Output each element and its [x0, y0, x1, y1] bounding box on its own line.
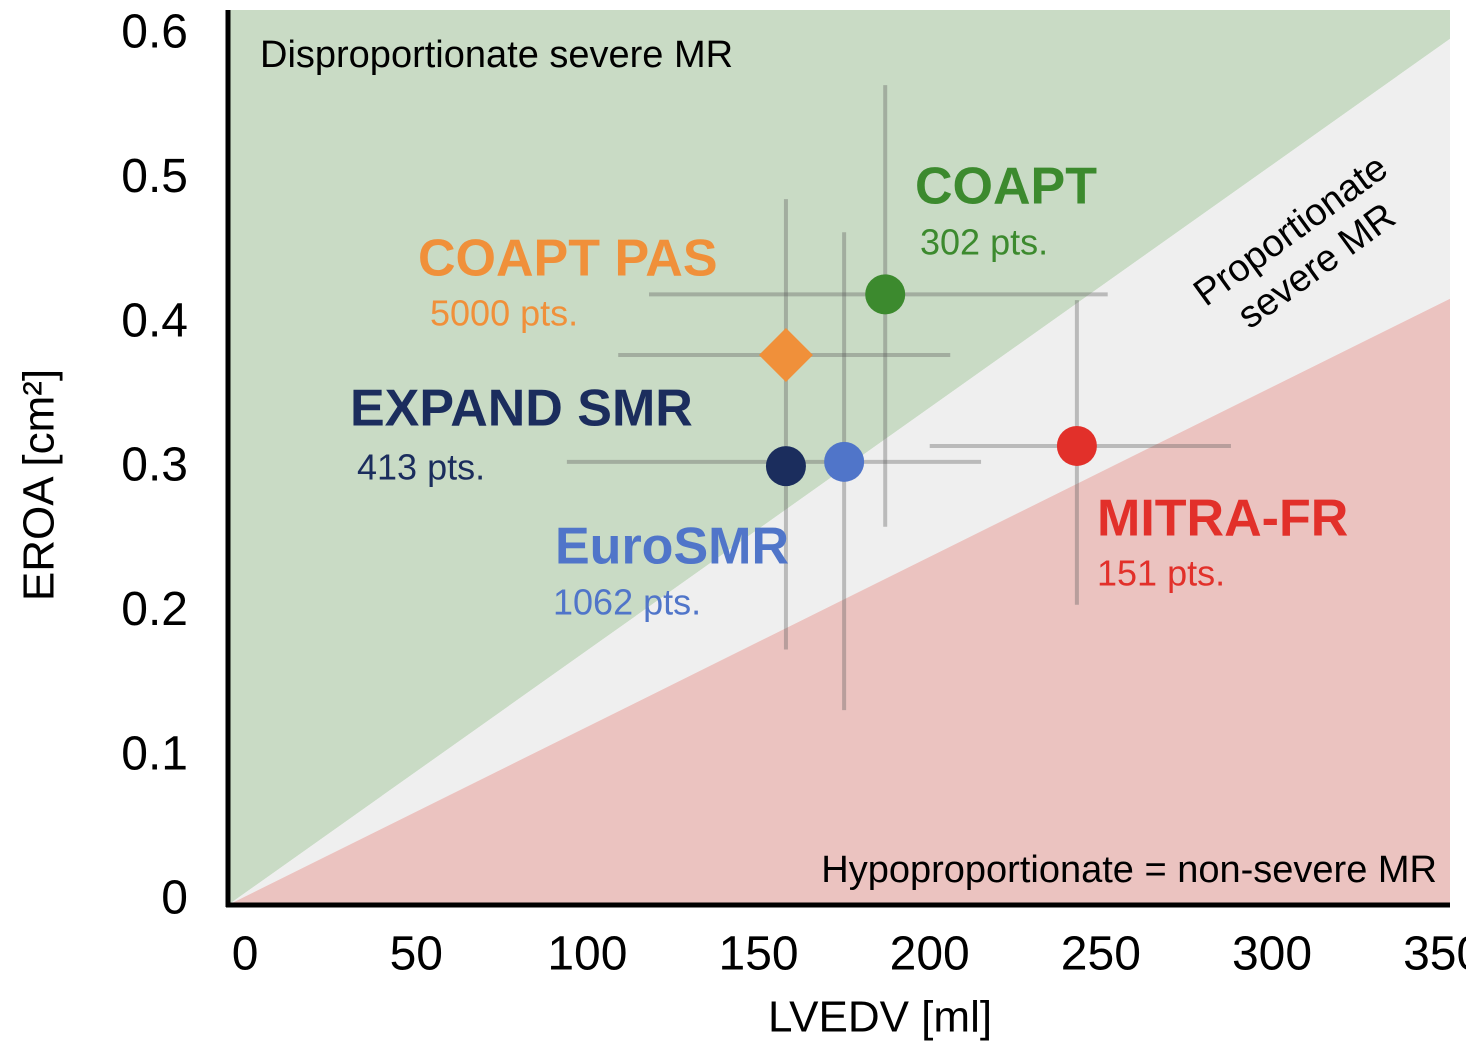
y-axis-title: EROA [cm²]	[15, 369, 64, 601]
y-tick-label: 0.3	[121, 439, 188, 492]
x-axis-title: LVEDV [ml]	[768, 993, 992, 1042]
series-count: 302 pts.	[920, 222, 1048, 263]
series-name: MITRA-FR	[1097, 490, 1348, 548]
x-tick-label: 300	[1232, 928, 1312, 981]
x-tick-label: 100	[547, 928, 627, 981]
point	[765, 446, 806, 487]
point	[824, 441, 865, 482]
x-tick-label: 150	[719, 928, 799, 981]
x-tick-label: 200	[890, 928, 970, 981]
x-tick-label: 50	[390, 928, 443, 981]
region-label: Hypoproportionate = non-severe MR	[821, 849, 1437, 891]
series-count: 5000 pts.	[430, 293, 578, 334]
series-name: EXPAND SMR	[350, 380, 693, 438]
x-tick-label: 350	[1403, 928, 1466, 981]
point	[1056, 425, 1097, 466]
series-name: COAPT	[915, 158, 1097, 216]
x-tick-label: 250	[1061, 928, 1141, 981]
series-count: 1062 pts.	[553, 582, 701, 623]
series-name: COAPT PAS	[418, 230, 718, 288]
region-label: Disproportionate severe MR	[260, 34, 733, 76]
y-tick-label: 0.4	[121, 294, 188, 347]
point	[865, 274, 906, 315]
series-count: 151 pts.	[1097, 553, 1225, 594]
series-name: EuroSMR	[555, 518, 789, 576]
y-tick-label: 0.5	[121, 150, 188, 203]
x-tick-label: 0	[232, 928, 259, 981]
y-tick-label: 0	[161, 872, 188, 925]
series-count: 413 pts.	[357, 447, 485, 488]
y-tick-label: 0.6	[121, 6, 188, 59]
y-tick-label: 0.2	[121, 583, 188, 636]
point	[758, 328, 813, 383]
y-tick-label: 0.1	[121, 727, 188, 780]
region	[228, 298, 1450, 905]
